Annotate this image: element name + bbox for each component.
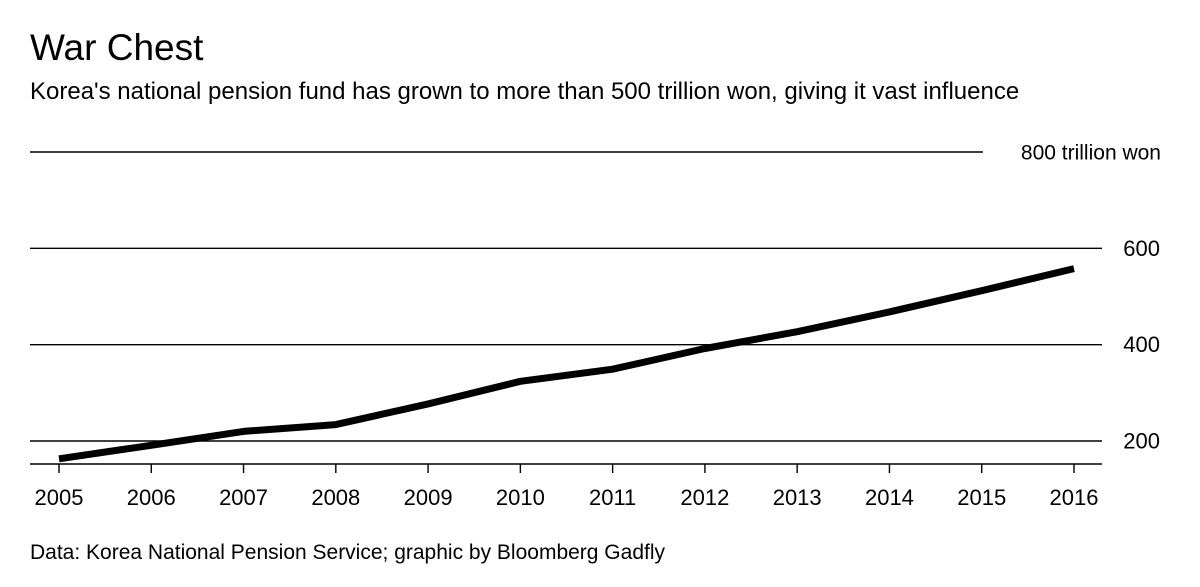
data-point-2010 [517,378,524,385]
y-tick-label-600: 600 [1123,236,1160,261]
x-tick-label-2008: 2008 [311,485,360,510]
x-tick-label-2010: 2010 [496,485,545,510]
chart-subtitle: Korea's national pension fund has grown … [30,78,1020,105]
x-axis: 2005 2006 2007 2008 2009 2010 2011 2012 2013 2014… [30,463,1102,510]
data-point-2005 [56,455,63,462]
x-tick-label-2016: 2016 [1050,485,1099,510]
data-point-2014 [886,308,893,315]
data-point-2006 [148,442,155,449]
data-point-2007 [240,428,247,435]
series-layer [56,265,1078,463]
gridlines: 200 400 600 800 trillion won [30,142,1161,454]
data-point-2016 [1071,265,1078,272]
x-tick-label-2009: 2009 [404,485,453,510]
x-tick-label-2013: 2013 [773,485,822,510]
data-point-2011 [609,366,616,373]
series-line-0 [58,265,1075,463]
data-point-2015 [978,287,985,294]
y-tick-label-200: 200 [1123,429,1160,454]
data-point-2008 [332,421,339,428]
source-note: Data: Korea National Pension Service; gr… [30,541,666,564]
x-tick-label-2006: 2006 [127,485,176,510]
x-tick-label-2011: 2011 [589,485,636,510]
x-tick-label-2005: 2005 [35,485,84,510]
x-tick-label-2014: 2014 [865,485,914,510]
x-tick-label-2012: 2012 [680,485,729,510]
x-tick-label-2007: 2007 [219,485,268,510]
x-tick-label-2015: 2015 [957,485,1006,510]
data-point-2012 [701,345,708,352]
chart-title: War Chest [30,27,204,68]
data-point-2009 [425,400,432,407]
data-point-2013 [794,328,801,335]
y-tick-label-800: 800 trillion won [1021,142,1161,165]
y-tick-label-400: 400 [1123,332,1160,357]
